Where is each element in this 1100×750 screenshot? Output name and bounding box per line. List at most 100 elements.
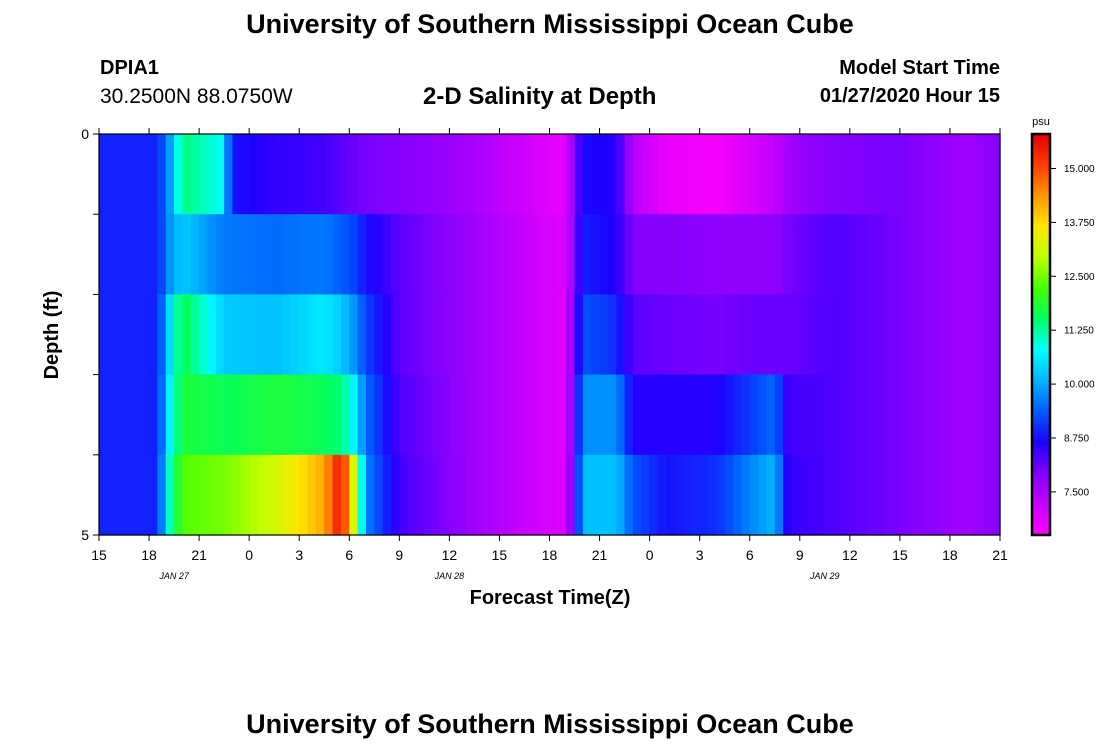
date-label: JAN 28	[434, 571, 465, 581]
heat-cell	[349, 134, 359, 215]
heat-cell	[416, 214, 425, 295]
heat-cell	[966, 294, 976, 376]
heat-cell	[441, 134, 450, 215]
heat-cell	[207, 374, 217, 456]
heat-cell	[491, 214, 501, 295]
heat-cell	[307, 214, 317, 295]
heat-cell	[549, 294, 559, 376]
heat-cell	[299, 374, 309, 456]
heat-cell	[916, 134, 926, 215]
heat-cell	[849, 294, 859, 376]
heat-cell	[199, 134, 209, 215]
heat-cell	[666, 214, 676, 295]
heat-cell	[933, 134, 943, 215]
heat-cell	[249, 214, 259, 295]
heat-cell	[799, 374, 809, 456]
heat-cell	[324, 214, 334, 295]
heat-cell	[599, 454, 609, 536]
colorbar-tick-label: 8.750	[1064, 433, 1089, 444]
heat-cell	[791, 374, 801, 456]
heat-cell	[249, 294, 259, 376]
heat-cell	[833, 134, 843, 215]
heat-cell	[708, 294, 717, 376]
heat-cell	[841, 214, 851, 295]
heat-cell	[140, 454, 150, 536]
heat-cell	[849, 374, 859, 456]
x-tick-label: 6	[746, 547, 754, 563]
heat-cell	[733, 454, 742, 536]
heat-cell	[340, 214, 350, 295]
heat-cell	[324, 374, 334, 456]
heat-cell	[557, 454, 567, 536]
heat-cell	[407, 294, 417, 376]
heat-cell	[374, 454, 384, 536]
heat-cell	[290, 294, 300, 376]
heat-cell	[499, 374, 509, 456]
heat-cell	[99, 374, 108, 456]
heat-cell	[641, 454, 651, 536]
heat-cell	[132, 134, 142, 215]
heat-cell	[991, 214, 1001, 295]
heat-cell	[265, 294, 275, 376]
heat-cell	[457, 294, 467, 376]
heat-cell	[966, 454, 976, 536]
heat-cell	[858, 294, 868, 376]
heat-cell	[390, 454, 400, 536]
heat-cell	[224, 294, 234, 376]
heat-cell	[641, 374, 651, 456]
heat-cell	[182, 134, 192, 215]
heat-cell	[749, 374, 759, 456]
heat-cell	[649, 294, 659, 376]
heat-cell	[691, 294, 701, 376]
heat-cell	[457, 374, 467, 456]
heat-cell	[599, 134, 609, 215]
heat-cell	[616, 134, 626, 215]
heat-cell	[874, 214, 884, 295]
heat-cell	[741, 454, 751, 536]
heat-cell	[766, 134, 776, 215]
heat-cell	[891, 134, 901, 215]
heat-cell	[958, 374, 968, 456]
heat-cell	[649, 134, 659, 215]
heat-cell	[766, 294, 776, 376]
heat-cell	[307, 374, 317, 456]
heat-cell	[349, 214, 359, 295]
heat-cell	[582, 454, 592, 536]
heat-cell	[824, 214, 834, 295]
heat-cell	[390, 134, 400, 215]
heat-cell	[207, 294, 217, 376]
heat-cell	[924, 374, 934, 456]
heat-cell	[249, 134, 259, 215]
heat-cell	[657, 214, 667, 295]
station-id: DPIA1	[100, 57, 159, 79]
heat-cell	[232, 374, 242, 456]
heat-cell	[165, 374, 175, 456]
heat-cell	[482, 134, 492, 215]
heat-cell	[449, 214, 459, 295]
heat-cell	[808, 454, 818, 536]
heat-cell	[524, 454, 534, 536]
heat-cell	[624, 294, 634, 376]
heat-cell	[190, 454, 200, 536]
heat-cell	[616, 454, 626, 536]
heat-cell	[507, 374, 517, 456]
heat-cell	[607, 134, 617, 215]
heat-cell	[682, 214, 692, 295]
heat-cell	[107, 374, 117, 456]
heat-cell	[824, 294, 834, 376]
heat-cell	[858, 454, 868, 536]
heat-cell	[966, 134, 976, 215]
heat-cell	[416, 134, 425, 215]
heat-cell	[916, 294, 926, 376]
heat-cell	[315, 454, 325, 536]
heat-cell	[941, 454, 951, 536]
heat-cell	[115, 134, 125, 215]
chart-title: 2-D Salinity at Depth	[423, 83, 657, 110]
heat-cell	[632, 454, 642, 536]
heat-cell	[466, 134, 476, 215]
heat-cell	[799, 454, 809, 536]
heat-cell	[566, 214, 576, 295]
heat-cell	[899, 214, 909, 295]
heat-cell	[958, 294, 968, 376]
